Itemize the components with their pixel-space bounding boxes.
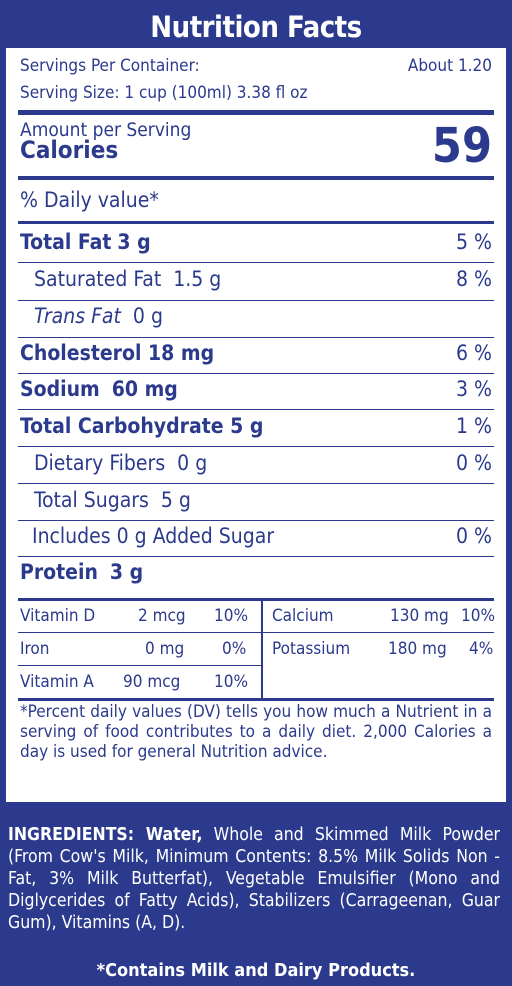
vitamin-d-name: Vitamin D <box>20 606 96 626</box>
nutrient-row-cholesterol: Cholesterol 18 mg 6 % <box>20 341 492 365</box>
nutrient-row-total-fat: Total Fat 3 g 5 % <box>20 230 492 254</box>
iron-name: Iron <box>20 639 50 659</box>
allergen-statement: *Contains Milk and Dairy Products. <box>96 960 416 981</box>
daily-value-header: % Daily value* <box>20 188 159 212</box>
serving-size: Serving Size: 1 cup (100ml) 3.38 fl oz <box>20 83 308 103</box>
nutrient-row-trans-fat: Trans Fat 0 g <box>34 304 163 328</box>
vitamin-a-name: Vitamin A <box>20 672 94 692</box>
divider <box>18 221 494 224</box>
thick-divider <box>18 110 494 115</box>
nutrient-row-saturated-fat: Saturated Fat 1.5 g 8 % <box>34 267 492 291</box>
nutrient-row-total-sugars: Total Sugars 5 g <box>34 488 191 512</box>
potassium-dv: 4% <box>469 639 494 659</box>
daily-value-footnote: *Percent daily values (DV) tells you how… <box>20 702 492 762</box>
potassium-amount: 180 mg <box>388 639 447 659</box>
vitamin-a-dv: 10% <box>214 672 248 692</box>
amount-per-serving: Amount per Serving <box>20 119 192 141</box>
ingredients: INGREDIENTS: Water, Whole and Skimmed Mi… <box>8 824 500 934</box>
iron-amount: 0 mg <box>145 639 185 659</box>
ingredients-label: INGREDIENTS: Water, <box>8 825 203 845</box>
thick-divider <box>18 176 494 180</box>
nutrient-row-total-carbohydrate: Total Carbohydrate 5 g 1 % <box>20 414 492 438</box>
calories-block: Amount per Serving Calories <box>20 119 192 164</box>
nutrient-row-sodium: Sodium 60 mg 3 % <box>20 377 492 401</box>
nutrition-panel: Servings Per Container: About 1.20 Servi… <box>6 48 506 802</box>
potassium-name: Potassium <box>272 639 351 659</box>
nutrient-row-dietary-fibers: Dietary Fibers 0 g 0 % <box>34 451 492 475</box>
calories-label: Calories <box>20 136 119 164</box>
calories-value: 59 <box>431 118 492 174</box>
servings-row: Servings Per Container: About 1.20 <box>20 56 492 76</box>
calcium-amount: 130 mg <box>390 606 449 626</box>
nutrient-row-added-sugar: Includes 0 g Added Sugar 0 % <box>32 524 492 548</box>
calcium-name: Calcium <box>272 606 334 626</box>
calcium-dv: 10% <box>461 606 495 626</box>
nutrient-row-protein: Protein 3 g <box>20 560 144 584</box>
servings-value: About 1.20 <box>407 56 492 76</box>
vitamin-table: Vitamin D 2 mcg 10% Calcium 130 mg 10% I… <box>18 598 495 701</box>
serving-size-row: Serving Size: 1 cup (100ml) 3.38 fl oz <box>20 83 492 103</box>
vitamin-d-amount: 2 mcg <box>138 606 186 626</box>
vitamin-a-amount: 90 mcg <box>123 672 181 692</box>
ingredients-text: Whole and Skimmed Milk Powder (From Cow'… <box>8 825 500 933</box>
iron-dv: 0% <box>222 639 247 659</box>
vitamin-d-dv: 10% <box>214 606 248 626</box>
vitamin-table-divider <box>261 601 263 698</box>
servings-label: Servings Per Container: <box>20 56 200 76</box>
nutrition-facts-title: Nutrition Facts <box>150 10 362 44</box>
